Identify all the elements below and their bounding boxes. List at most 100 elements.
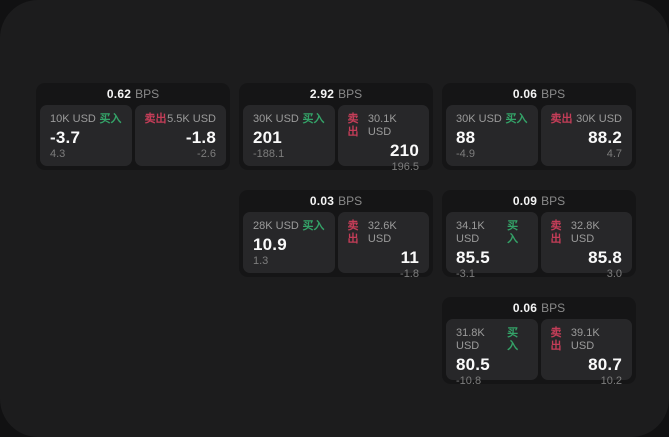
buy-panel[interactable]: 34.1K USD 买入 85.5 -3.1 [446, 212, 538, 280]
bps-header: 0.62 BPS [40, 83, 226, 105]
buy-panel-top: 10K USD 买入 [50, 113, 122, 126]
quote-card: 0.06 BPS 30K USD 买入 88 -4.9 卖出 30K USD 8… [442, 83, 636, 170]
buy-delta: -3.1 [456, 268, 475, 280]
buy-price: -3.7 [50, 128, 81, 147]
sell-panel-top: 卖出 5.5K USD [145, 113, 217, 126]
buy-panel-top: 31.8K USD 买入 [456, 327, 528, 353]
buy-tag: 买入 [507, 220, 519, 245]
buy-tag: 买入 [507, 327, 519, 352]
quote-card-body: 31.8K USD 买入 80.5 -10.8 卖出 39.1K USD 80.… [446, 319, 632, 387]
buy-delta: 4.3 [50, 148, 66, 160]
sell-panel-top: 卖出 32.8K USD [551, 220, 623, 246]
bps-header: 0.03 BPS [243, 190, 429, 212]
sell-panel-top: 卖出 30K USD [551, 113, 623, 126]
bps-unit-label: BPS [135, 87, 160, 101]
sell-amount: 39.1K USD [570, 327, 600, 352]
sell-delta: 10.2 [600, 375, 622, 387]
sell-price: 88.2 [588, 128, 622, 147]
bps-unit-label: BPS [541, 87, 566, 101]
buy-amount: 30K USD [253, 113, 299, 125]
sell-price: 210 [390, 141, 419, 160]
quote-card: 0.06 BPS 31.8K USD 买入 80.5 -10.8 卖出 39.1… [442, 297, 636, 387]
sell-panel[interactable]: 卖出 32.8K USD 85.8 3.0 [540, 212, 632, 280]
bps-value: 0.62 [106, 87, 132, 101]
buy-amount: 28K USD [253, 220, 299, 232]
buy-delta: 1.3 [253, 255, 269, 267]
sell-panel[interactable]: 卖出 30.1K USD 210 196.5 [337, 105, 429, 173]
bps-value: 0.06 [512, 87, 538, 101]
sell-amount: 30.1K USD [367, 113, 397, 138]
quote-card-body: 28K USD 买入 10.9 1.3 卖出 32.6K USD 11 -1.8 [243, 212, 429, 280]
sell-delta: -2.6 [197, 148, 216, 160]
buy-tag: 买入 [505, 113, 528, 125]
buy-amount: 30K USD [456, 113, 502, 125]
buy-panel-top: 30K USD 买入 [253, 113, 325, 126]
bps-unit-label: BPS [541, 301, 566, 315]
quote-card-body: 30K USD 买入 201 -188.1 卖出 30.1K USD 210 1… [243, 105, 429, 173]
bps-value: 0.09 [512, 194, 538, 208]
buy-amount: 34.1K USD [456, 220, 485, 245]
sell-amount: 32.8K USD [570, 220, 600, 245]
bps-unit-label: BPS [338, 194, 363, 208]
buy-amount: 10K USD [50, 113, 96, 125]
quote-card: 0.03 BPS 28K USD 买入 10.9 1.3 卖出 32.6K US… [239, 190, 433, 280]
quote-card: 0.62 BPS 10K USD 买入 -3.7 4.3 卖出 5.5K USD… [36, 83, 230, 170]
buy-panel[interactable]: 28K USD 买入 10.9 1.3 [243, 212, 335, 273]
sell-price: -1.8 [185, 128, 216, 147]
buy-panel[interactable]: 30K USD 买入 88 -4.9 [446, 105, 538, 166]
sell-delta: 3.0 [606, 268, 622, 280]
sell-panel[interactable]: 卖出 5.5K USD -1.8 -2.6 [134, 105, 226, 166]
sell-amount: 32.6K USD [367, 220, 397, 245]
sell-tag: 卖出 [347, 220, 359, 245]
sell-panel[interactable]: 卖出 32.6K USD 11 -1.8 [337, 212, 429, 280]
buy-price: 80.5 [456, 355, 490, 374]
sell-price: 11 [400, 248, 419, 267]
sell-tag: 卖出 [144, 113, 167, 125]
quote-card-body: 34.1K USD 买入 85.5 -3.1 卖出 32.8K USD 85.8… [446, 212, 632, 280]
quote-card-grid: 0.62 BPS 10K USD 买入 -3.7 4.3 卖出 5.5K USD… [36, 83, 636, 387]
sell-tag: 卖出 [550, 327, 562, 352]
buy-price: 201 [253, 128, 282, 147]
buy-panel-top: 34.1K USD 买入 [456, 220, 528, 246]
quote-card: 0.09 BPS 34.1K USD 买入 85.5 -3.1 卖出 32.8K… [442, 190, 636, 280]
sell-amount: 5.5K USD [167, 113, 216, 125]
sell-panel[interactable]: 卖出 39.1K USD 80.7 10.2 [540, 319, 632, 387]
sell-panel[interactable]: 卖出 30K USD 88.2 4.7 [540, 105, 632, 166]
quote-card-body: 30K USD 买入 88 -4.9 卖出 30K USD 88.2 4.7 [446, 105, 632, 166]
bps-value: 0.03 [309, 194, 335, 208]
sell-price: 85.8 [588, 248, 622, 267]
bps-unit-label: BPS [338, 87, 363, 101]
bps-unit-label: BPS [541, 194, 566, 208]
bps-header: 0.06 BPS [446, 297, 632, 319]
buy-price: 10.9 [253, 235, 287, 254]
buy-delta: -4.9 [456, 148, 475, 160]
quote-card-body: 10K USD 买入 -3.7 4.3 卖出 5.5K USD -1.8 -2.… [40, 105, 226, 166]
bps-header: 0.09 BPS [446, 190, 632, 212]
buy-delta: -10.8 [456, 375, 482, 387]
bps-value: 0.06 [512, 301, 538, 315]
buy-panel[interactable]: 30K USD 买入 201 -188.1 [243, 105, 335, 166]
bps-header: 2.92 BPS [243, 83, 429, 105]
buy-panel-top: 28K USD 买入 [253, 220, 325, 233]
sell-tag: 卖出 [550, 113, 573, 125]
buy-price: 85.5 [456, 248, 490, 267]
buy-price: 88 [456, 128, 476, 147]
sell-amount: 30K USD [576, 113, 622, 125]
buy-panel[interactable]: 31.8K USD 买入 80.5 -10.8 [446, 319, 538, 387]
bps-value: 2.92 [309, 87, 335, 101]
quote-card: 2.92 BPS 30K USD 买入 201 -188.1 卖出 30.1K … [239, 83, 433, 173]
buy-panel[interactable]: 10K USD 买入 -3.7 4.3 [40, 105, 132, 166]
sell-tag: 卖出 [347, 113, 359, 138]
buy-tag: 买入 [302, 113, 325, 125]
sell-delta: 4.7 [606, 148, 622, 160]
buy-tag: 买入 [99, 113, 122, 125]
sell-price: 80.7 [588, 355, 622, 374]
sell-panel-top: 卖出 32.6K USD [348, 220, 420, 246]
buy-amount: 31.8K USD [456, 327, 485, 352]
sell-delta: -1.8 [400, 268, 419, 280]
sell-panel-top: 卖出 30.1K USD [348, 113, 420, 139]
buy-tag: 买入 [302, 220, 325, 232]
sell-tag: 卖出 [550, 220, 562, 245]
